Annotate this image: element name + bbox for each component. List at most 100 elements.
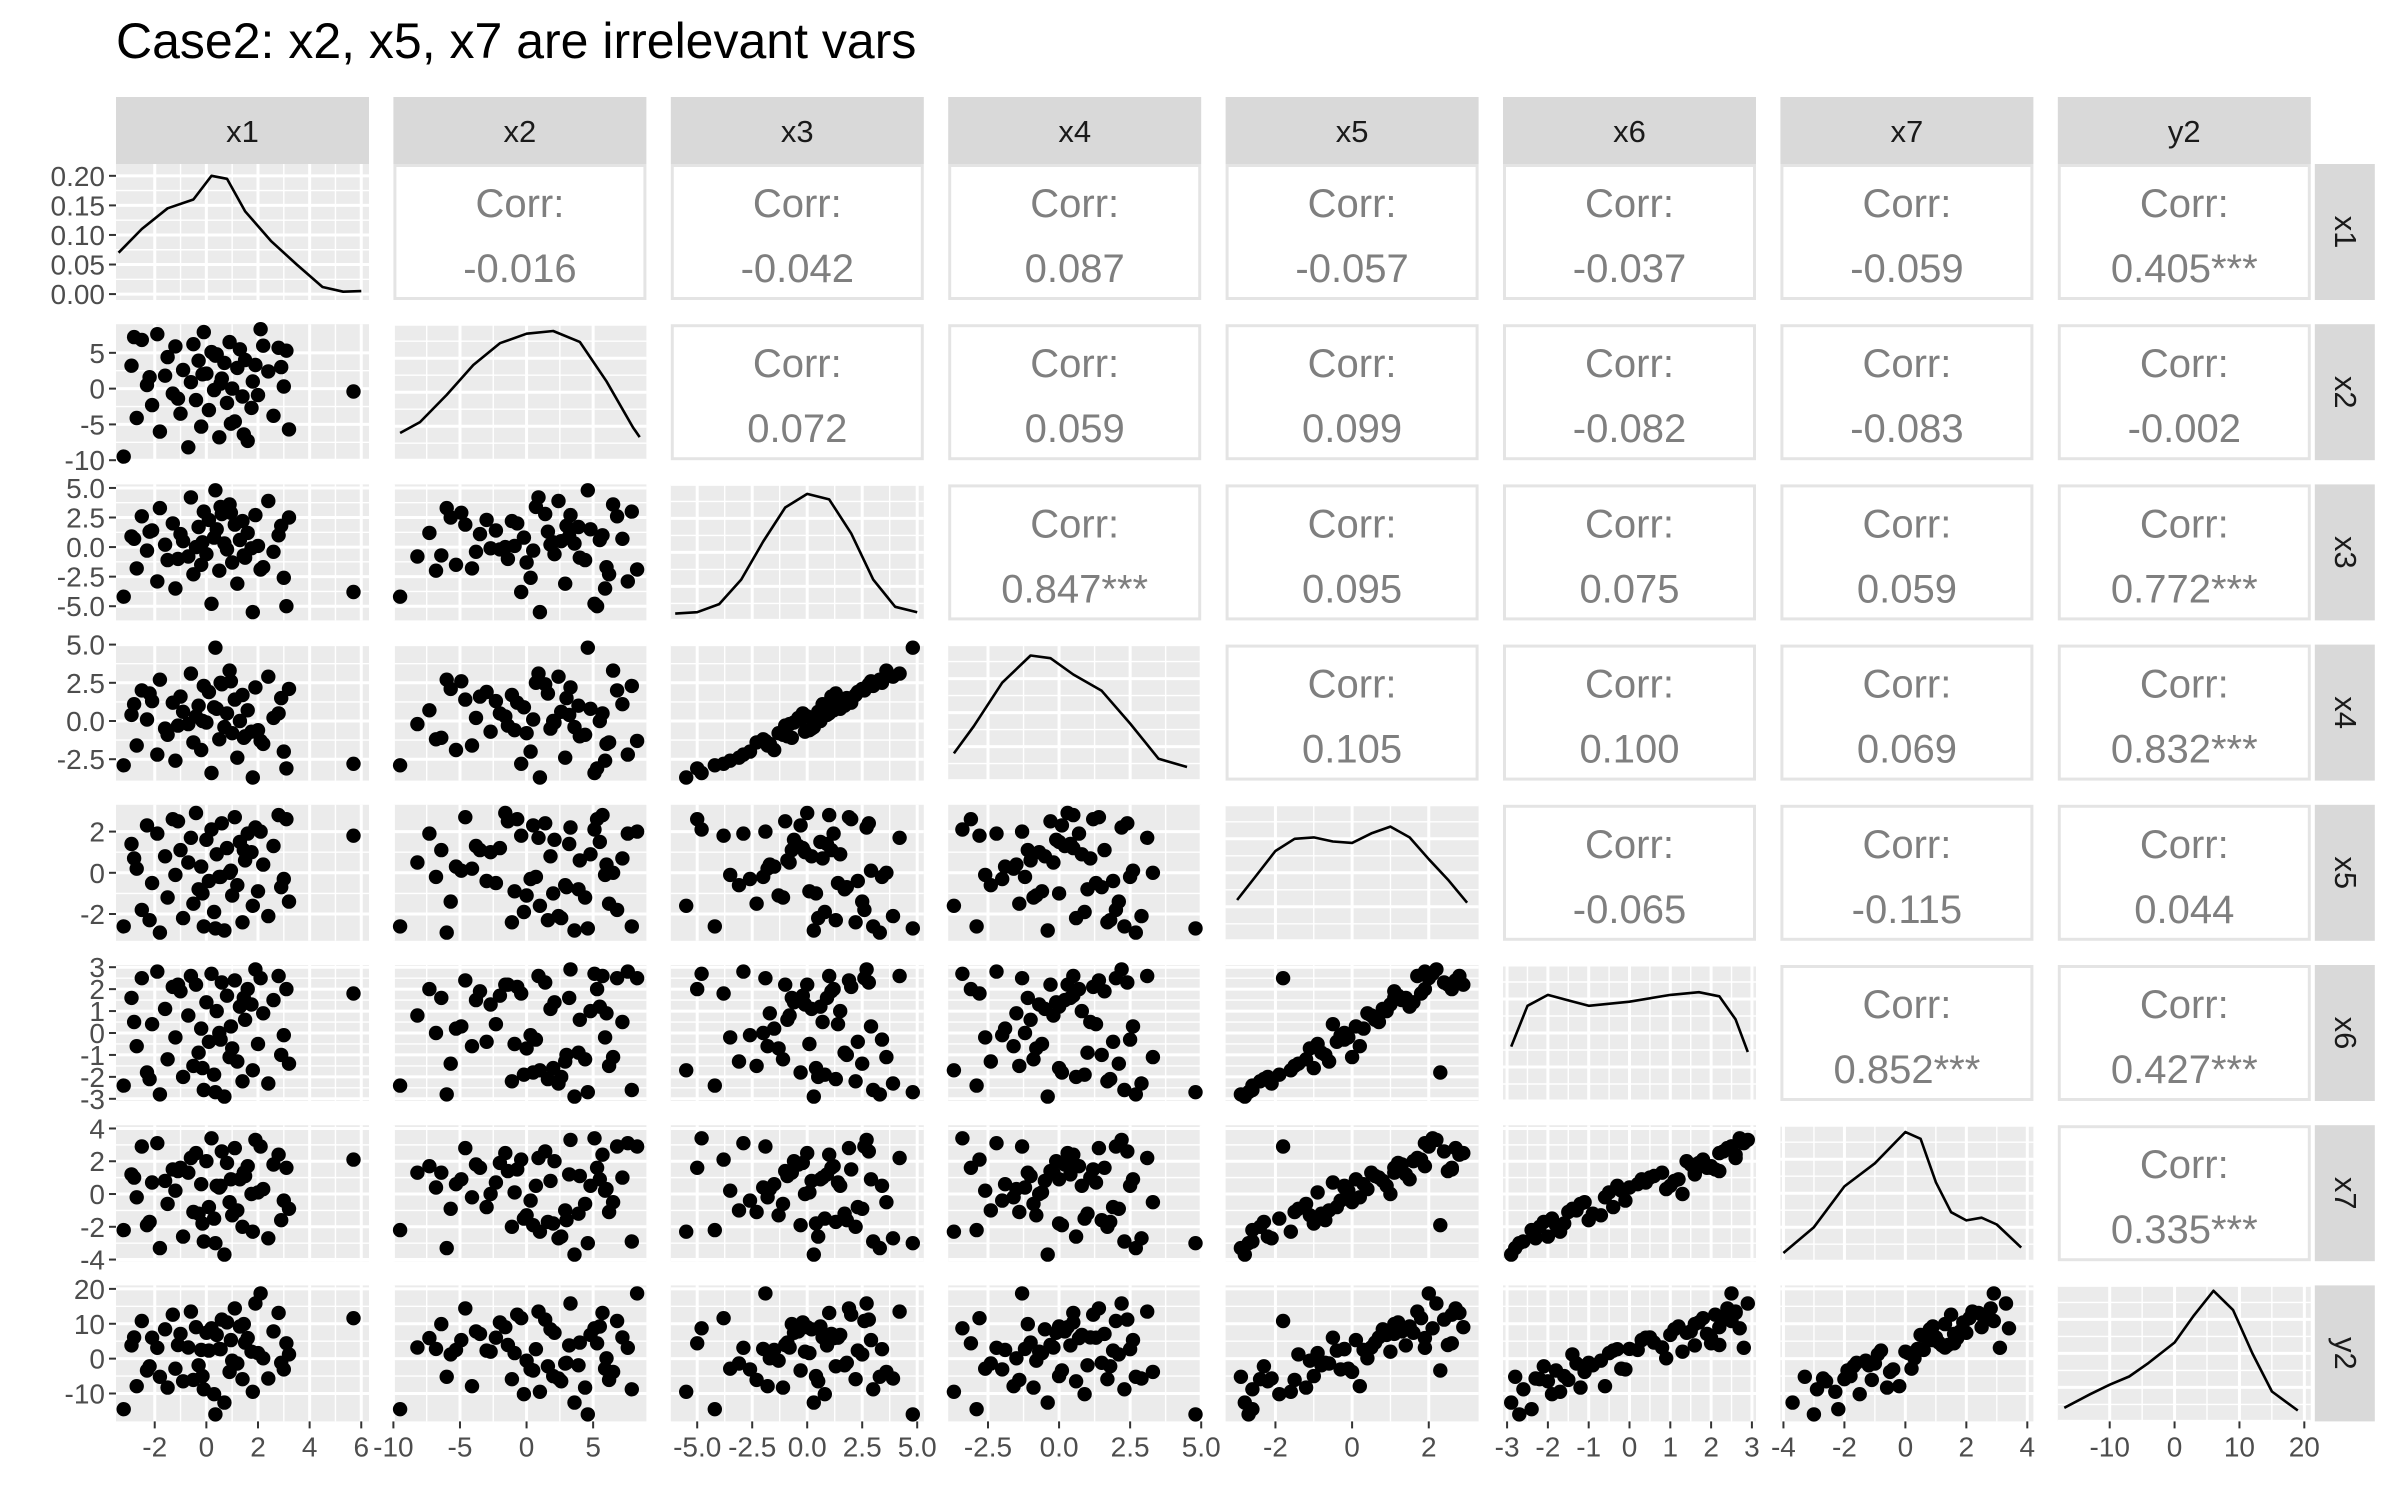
- scatter-point: [186, 337, 201, 352]
- scatter-point: [129, 1039, 144, 1054]
- scatter-point: [679, 1224, 694, 1239]
- panel-y2-x7: [1780, 1285, 2034, 1422]
- scatter-point: [168, 1361, 183, 1376]
- y-tick-label-x3: 5.0: [66, 473, 105, 504]
- corr-value: -0.082: [1573, 407, 1686, 451]
- scatter-point: [1252, 1372, 1268, 1387]
- scatter-point: [731, 1203, 747, 1218]
- y-tick-label-x7: 4: [89, 1113, 105, 1144]
- scatter-point: [142, 913, 157, 928]
- corr-panel-border: [670, 324, 924, 461]
- scatter-point: [274, 1213, 289, 1228]
- scatter-point: [997, 1342, 1013, 1358]
- scatter-point: [428, 1341, 444, 1357]
- corr-label: Corr:: [1862, 983, 1951, 1027]
- scatter-point: [1043, 1337, 1058, 1353]
- scatter-point: [213, 869, 228, 885]
- scatter-point: [963, 1160, 979, 1176]
- scatter-point: [758, 971, 773, 986]
- scatter-point: [245, 1063, 260, 1078]
- scatter-point: [589, 1336, 605, 1351]
- scatter-point: [464, 861, 480, 876]
- scatter-point: [244, 1186, 259, 1202]
- scatter-point: [1071, 1159, 1087, 1174]
- scatter-point: [1724, 1139, 1739, 1154]
- scatter-point: [874, 869, 890, 885]
- scatter-point: [1043, 977, 1058, 992]
- scatter-point: [905, 1085, 920, 1100]
- corr-panel-border: [1503, 644, 1756, 781]
- corr-label: Corr:: [1308, 342, 1397, 386]
- scatter-point: [983, 1356, 998, 1371]
- scatter-point: [571, 519, 586, 535]
- scatter-point: [2001, 1321, 2017, 1336]
- scatter-point: [1275, 1313, 1291, 1329]
- scatter-point: [454, 863, 469, 878]
- scatter-point: [742, 1028, 758, 1043]
- scatter-point: [1318, 1355, 1333, 1371]
- scatter-point: [1264, 1231, 1279, 1246]
- corr-panel-border: [1225, 324, 1479, 461]
- scatter-point: [592, 834, 607, 850]
- scatter-point: [609, 971, 625, 986]
- scatter-point: [126, 851, 142, 866]
- scatter-point: [997, 1177, 1013, 1192]
- scatter-point: [1540, 1229, 1556, 1244]
- scatter-point: [236, 1316, 251, 1332]
- scatter-point: [1504, 1247, 1519, 1262]
- scatter-point: [160, 1380, 175, 1395]
- scatter-point: [261, 1371, 276, 1386]
- scatter-point: [1080, 1358, 1095, 1373]
- corr-value: 0.427***: [2111, 1048, 2258, 1092]
- corr-value: 0.100: [1579, 728, 1679, 772]
- scatter-point: [1023, 1012, 1038, 1027]
- scatter-point: [183, 490, 199, 505]
- scatter-point: [1040, 1395, 1055, 1410]
- scatter-point: [572, 853, 587, 868]
- scatter-point: [464, 561, 480, 576]
- scatter-point: [822, 807, 837, 823]
- panel-x1-x6: Corr: -0.037: [1503, 164, 1756, 300]
- corr-panel-border: [1780, 324, 2034, 461]
- scatter-point: [170, 391, 186, 406]
- scatter-point: [173, 406, 188, 421]
- panel-x2-x1: [116, 322, 369, 464]
- scatter-point: [439, 925, 454, 940]
- panel-x6-x6: [1503, 963, 1756, 1103]
- scatter-point: [601, 896, 617, 911]
- scatter-point: [532, 1384, 548, 1400]
- scatter-point: [778, 1337, 793, 1353]
- scatter-point: [1348, 1172, 1364, 1187]
- scatter-point: [905, 921, 920, 936]
- scatter-point: [1066, 1305, 1081, 1321]
- scatter-point: [1528, 1231, 1543, 1246]
- scatter-point: [1140, 1150, 1155, 1166]
- density-curve-x4: [952, 654, 1188, 769]
- scatter-point: [523, 744, 538, 759]
- scatter-point: [150, 1340, 165, 1356]
- scatter-point: [879, 1195, 894, 1210]
- corr-label: Corr:: [1585, 182, 1674, 226]
- scatter-point: [793, 818, 808, 833]
- scatter-point: [410, 1008, 425, 1023]
- scatter-point: [815, 851, 830, 866]
- scatter-point: [828, 1214, 843, 1230]
- scatter-point: [1103, 1071, 1118, 1087]
- scatter-point: [841, 973, 857, 988]
- scatter-point: [833, 1003, 848, 1019]
- scatter-point: [546, 886, 561, 901]
- scatter-point: [213, 376, 228, 391]
- scatter-point: [516, 1387, 532, 1402]
- scatter-point: [624, 1382, 639, 1397]
- scatter-point: [225, 555, 240, 570]
- scatter-point: [1256, 1071, 1272, 1087]
- scatter-point: [1387, 1165, 1402, 1180]
- scatter-point: [1032, 1186, 1047, 1202]
- corr-label: Corr:: [2140, 502, 2229, 546]
- scatter-point: [1998, 1296, 2014, 1311]
- scatter-point: [346, 584, 361, 600]
- scatter-point: [879, 1049, 894, 1065]
- scatter-point: [170, 718, 186, 733]
- scatter-point: [1806, 1407, 1822, 1422]
- scatter-point: [1524, 1402, 1539, 1417]
